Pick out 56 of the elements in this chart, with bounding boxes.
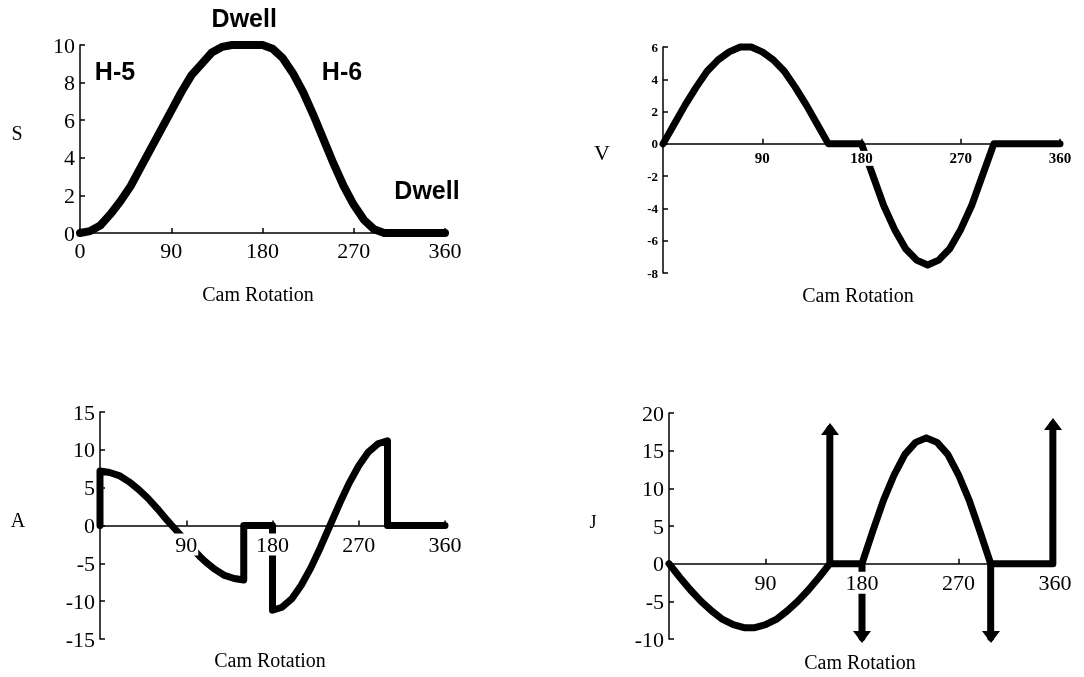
x-tick-label: 90 (754, 150, 770, 167)
y-axis-title: A (10, 509, 26, 531)
y-tick-label: 0 (653, 551, 664, 577)
y-tick-label: -10 (65, 588, 95, 614)
y-tick-label: 8 (64, 70, 75, 96)
y-tick-label: 4 (651, 71, 659, 87)
annotation: Dwell (394, 176, 460, 204)
x-tick-label: 270 (949, 150, 972, 167)
y-tick-label: 0 (651, 136, 658, 152)
x-tick-label: 90 (175, 532, 198, 557)
y-tick-label: 0 (84, 513, 95, 538)
y-tick-label: -2 (647, 168, 658, 184)
x-tick-label: 180 (850, 150, 873, 167)
y-tick-label: 5 (84, 475, 95, 501)
y-tick-label: 4 (64, 145, 75, 171)
y-tick-label: 10 (53, 32, 75, 58)
y-tick-label: 2 (64, 182, 75, 208)
y-tick-label: -4 (647, 200, 659, 216)
y-tick-label: 2 (651, 104, 658, 120)
y-tick-label: 15 (73, 399, 95, 425)
y-tick-label: 6 (651, 39, 659, 55)
x-axis-title: Cam Rotation (214, 649, 326, 671)
annotation: Dwell (211, 3, 277, 32)
y-tick-label: 6 (64, 107, 75, 133)
x-axis-title: Cam Rotation (804, 651, 916, 673)
x-tick-label: 180 (256, 532, 289, 557)
x-tick-label: 90 (754, 570, 777, 596)
y-axis-title: J (589, 512, 597, 532)
y-tick-label: -5 (645, 588, 664, 614)
y-tick-label: -6 (647, 233, 659, 249)
x-tick-label: 180 (845, 570, 879, 596)
x-tick-label: 360 (428, 237, 462, 263)
y-axis-title: S (11, 122, 23, 144)
x-tick-label: 360 (1048, 150, 1072, 167)
y-tick-label: -5 (76, 550, 95, 576)
y-tick-label: -15 (65, 626, 95, 652)
annotation: H-6 (321, 57, 363, 85)
x-tick-label: 270 (942, 570, 975, 596)
y-axis-title: V (594, 139, 611, 165)
y-tick-label: 5 (653, 513, 664, 539)
x-axis-title: Cam Rotation (802, 284, 914, 306)
y-tick-label: 10 (642, 475, 664, 501)
x-axis-title: Cam Rotation (202, 283, 314, 305)
x-tick-label: 180 (246, 237, 279, 263)
y-tick-label: -8 (647, 265, 659, 281)
y-tick-label: 10 (73, 437, 95, 463)
y-tick-label: 20 (642, 400, 664, 426)
y-tick-label: 0 (64, 220, 75, 246)
x-tick-label: 90 (160, 237, 183, 263)
y-tick-label: -10 (634, 626, 664, 652)
y-tick-label: 15 (642, 438, 664, 464)
x-tick-label: 360 (1038, 570, 1072, 596)
x-tick-label: 270 (342, 532, 376, 557)
x-tick-label: 270 (337, 237, 371, 263)
annotation: H-5 (94, 57, 136, 85)
x-tick-label: 360 (428, 532, 462, 557)
